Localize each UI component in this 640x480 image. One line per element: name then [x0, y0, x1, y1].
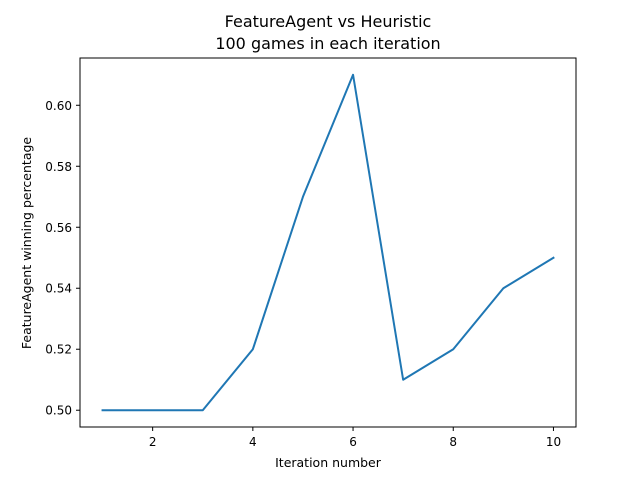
- y-tick-label-5: 0.60: [45, 99, 72, 113]
- x-tick-label-4: 10: [546, 435, 561, 449]
- x-tick-label-3: 8: [449, 435, 457, 449]
- y-tick-label-1: 0.52: [45, 343, 72, 357]
- y-tick-label-0: 0.50: [45, 404, 72, 418]
- y-tick-label-3: 0.56: [45, 221, 72, 235]
- plot-area: 2 4 6 8 10 0.50 0.52 0.54 0.56 0.58 0.60: [45, 57, 577, 449]
- chart-title: FeatureAgent vs Heuristic: [225, 12, 432, 31]
- chart-subtitle: 100 games in each iteration: [215, 34, 440, 53]
- axes-frame: [79, 57, 577, 428]
- y-axis-label: FeatureAgent winning percentage: [19, 137, 34, 350]
- series-line-0: [101, 73, 555, 412]
- x-tick-label-0: 2: [149, 435, 157, 449]
- x-tick-label-1: 4: [249, 435, 257, 449]
- x-tick-label-2: 6: [349, 435, 357, 449]
- y-tick-label-2: 0.54: [45, 282, 72, 296]
- y-tick-label-4: 0.58: [45, 160, 72, 174]
- x-axis-label: Iteration number: [275, 455, 382, 470]
